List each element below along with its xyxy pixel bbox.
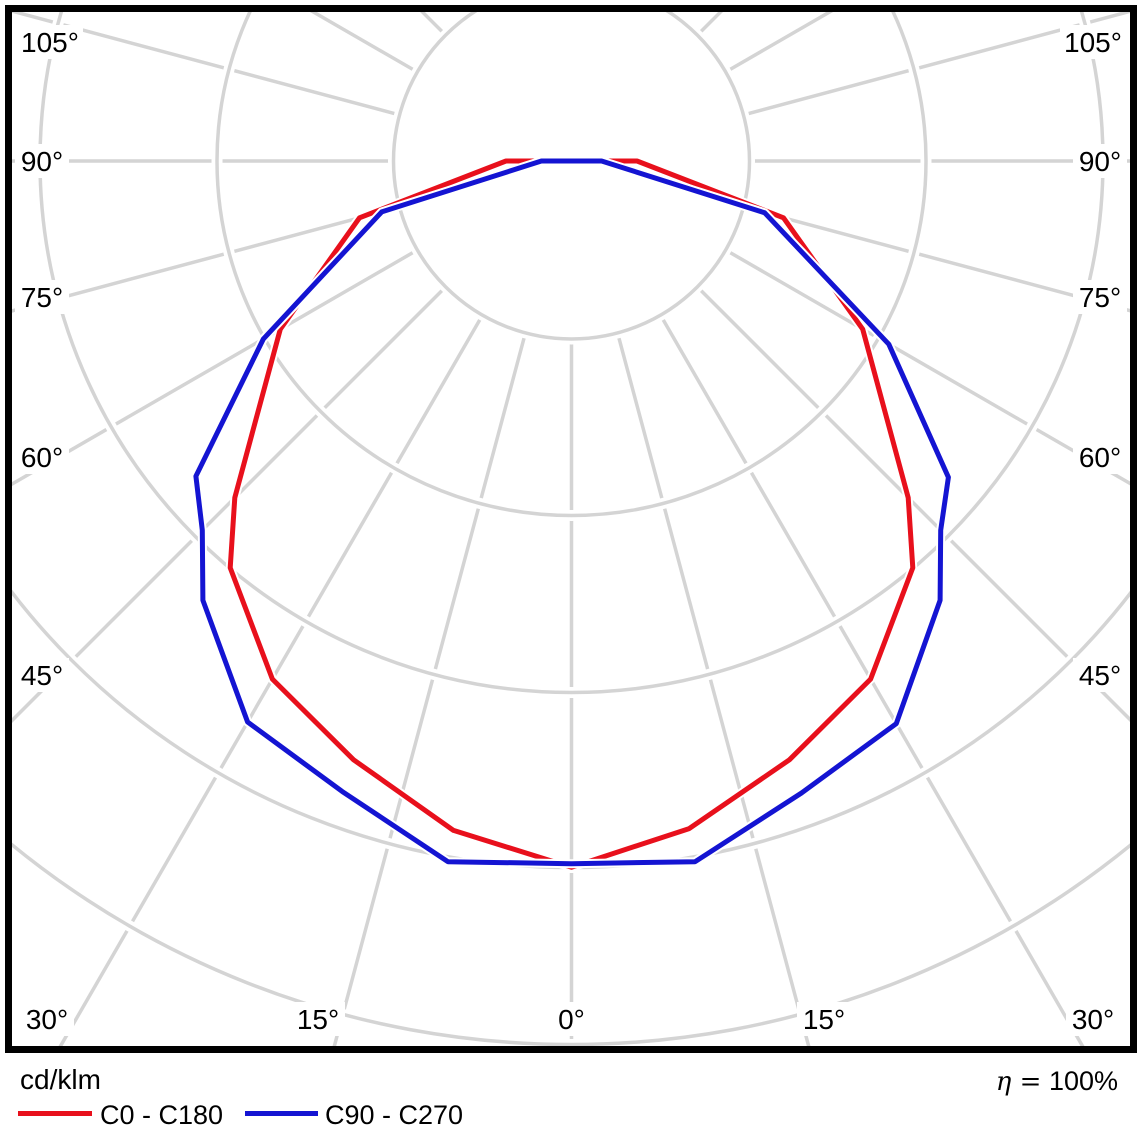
angle-label-halo [1073,144,1127,178]
grid-radial-line [57,314,485,1048]
angle-label: 60° [1079,442,1121,473]
angle-label: 0° [558,1004,585,1035]
angle-label-halo [797,1002,851,1036]
angle-label-halo [1060,25,1126,59]
angle-label-halo [15,658,69,692]
angle-label-halo [1073,280,1127,314]
legend-label-c0-c180: C0 - C180 [100,1100,224,1130]
grid-radial-line [696,285,1131,723]
angle-label: 30° [1072,1004,1114,1035]
grid-radial-line [332,332,528,1048]
grid-ring [391,11,752,341]
angle-label: 105° [21,27,79,58]
polar-chart-svg: 105° 90° 75° 60° 45° 105° 90° 75° 60° 45° 30° 15° 0°… [5,5,1137,1053]
angle-label-halo [1066,1002,1120,1036]
legend-label-c90-c270: C90 - C270 [325,1100,464,1130]
angle-label-halo [1073,658,1127,692]
unit-label: cd/klm [20,1064,101,1095]
plot-border [5,5,1137,1053]
grid-radial-line [11,11,401,117]
angle-label: 45° [1079,660,1121,691]
curve-c90-c270 [193,158,951,867]
legend-line-c90-c270 [245,1111,318,1116]
angle-label: 30° [26,1004,68,1035]
angle-label-halo [1073,440,1127,474]
grid-radial-line [742,11,1131,117]
grid-radial-line [724,248,1131,487]
grid-radial-line [658,314,1086,1048]
grid-radial-line [11,248,419,487]
angle-label: 105° [1064,27,1122,58]
grid-ring [215,11,928,518]
angle-label-halo [15,280,69,314]
efficiency-value: 100% [1048,1066,1118,1096]
angle-label: 75° [1079,282,1121,313]
angle-label: 15° [803,1004,845,1035]
grid-radial-line [11,205,401,313]
angle-label-halo [291,1002,345,1036]
eta-symbol: η = [995,1067,1042,1097]
angle-label: 15° [297,1004,339,1035]
curve-c0-c180 [227,158,916,870]
angle-label: 90° [21,146,63,177]
grid-radial-line [742,205,1131,313]
grid-ring [11,841,1131,1046]
angle-label-halo [544,1002,599,1036]
grid-radial-line [11,285,447,724]
angle-label: 45° [21,660,63,691]
grid-radial-line [615,332,811,1048]
angle-label-halo [15,440,69,474]
angle-label-halo [15,144,69,178]
angle-label: 90° [1079,146,1121,177]
angle-label-halo [17,25,83,59]
efficiency-label: η = 100% [996,1066,1118,1097]
angle-label: 60° [21,442,63,473]
angle-label-halo [20,1002,74,1036]
legend-line-c0-c180 [18,1111,92,1116]
angle-label: 75° [21,282,63,313]
